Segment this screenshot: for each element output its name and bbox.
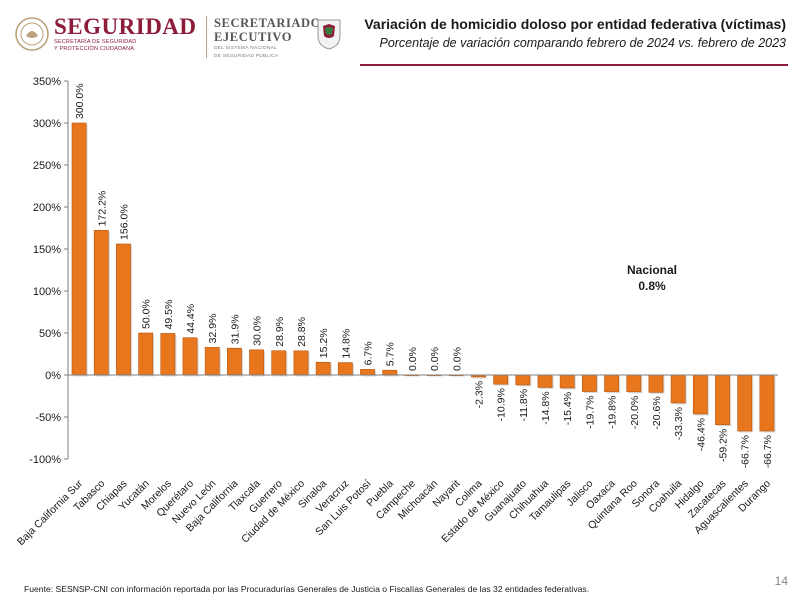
bar	[759, 374, 775, 432]
bar	[737, 374, 753, 432]
data-label: -66.7%	[762, 435, 774, 468]
data-label: -33.3%	[673, 407, 685, 440]
data-label: -20.0%	[629, 396, 641, 429]
bar	[537, 374, 553, 388]
source-footnote: Fuente: SESNSP-CNI con información repor…	[24, 584, 590, 594]
title-rule	[360, 64, 788, 66]
y-tick-label: 100%	[33, 286, 61, 298]
y-tick-label: 200%	[33, 202, 61, 214]
brand-sub-2: Y PROTECCIÓN CIUDADANA	[54, 46, 135, 52]
y-tick-label: -100%	[29, 454, 61, 466]
data-label: 31.9%	[229, 314, 241, 344]
data-label: 30.0%	[252, 316, 264, 346]
y-tick-label: 150%	[33, 244, 61, 256]
national-seal-icon	[15, 17, 49, 51]
data-label: 0.0%	[429, 347, 441, 371]
bar	[249, 349, 264, 376]
y-tick-label: 250%	[33, 160, 61, 172]
bar	[493, 374, 509, 385]
nacional-value: 0.8%	[638, 279, 666, 293]
brand: SEGURIDAD SECRETARÍA DE SEGURIDAD Y PROT…	[54, 15, 197, 53]
data-label: 5.7%	[385, 342, 397, 366]
y-tick-label: 350%	[33, 76, 61, 88]
data-label: -19.7%	[584, 396, 596, 429]
y-tick-label: 0%	[45, 370, 61, 382]
secretariado-block: SECRETARIADO EJECUTIVO DEL SISTEMA NACIO…	[214, 16, 321, 60]
bar-shadow	[406, 376, 421, 378]
page-number: 14	[774, 574, 788, 588]
bar	[604, 374, 619, 392]
bar	[515, 374, 531, 386]
y-tick-label: 50%	[39, 328, 61, 340]
data-label: 28.8%	[296, 317, 308, 347]
bar	[648, 374, 664, 393]
data-label: 44.4%	[185, 304, 197, 334]
bar	[670, 374, 686, 404]
bar	[71, 122, 87, 376]
y-tick-label: -50%	[35, 412, 61, 424]
x-tick-label: Baja California Sur	[15, 477, 86, 548]
data-label: -2.3%	[473, 381, 485, 408]
bar	[559, 374, 575, 389]
sesnsp-emblem-icon	[317, 19, 341, 50]
bar-shadow	[428, 376, 443, 378]
nacional-annotation: Nacional 0.8%	[600, 262, 704, 294]
data-label: -10.9%	[496, 388, 508, 421]
chart-subtitle: Porcentaje de variación comparando febre…	[379, 36, 786, 50]
se-sub-1: DEL SISTEMA NACIONAL	[214, 46, 278, 51]
bar	[715, 374, 730, 426]
data-label: 32.9%	[207, 314, 219, 344]
bar	[204, 347, 220, 376]
nacional-label: Nacional	[626, 263, 677, 277]
data-label: 28.9%	[274, 317, 286, 347]
data-label: -66.7%	[740, 435, 752, 468]
bar	[315, 361, 331, 376]
bar-shadow	[450, 376, 465, 378]
brand-sub-1: SECRETARÍA DE SEGURIDAD	[54, 39, 137, 45]
data-label: 49.5%	[163, 300, 175, 330]
bar	[271, 350, 287, 376]
data-label: -14.8%	[540, 391, 552, 424]
bar	[626, 374, 642, 393]
header-logos: SEGURIDAD SECRETARÍA DE SEGURIDAD Y PROT…	[14, 12, 344, 62]
data-label: 14.8%	[340, 329, 352, 359]
data-label: 0.0%	[451, 347, 463, 371]
se-name-2: EJECUTIVO	[214, 30, 293, 44]
data-label: -19.8%	[607, 396, 619, 429]
bar	[360, 369, 375, 376]
data-label: 156.0%	[118, 204, 130, 240]
bar	[138, 332, 154, 376]
bar	[227, 347, 242, 376]
header-divider	[206, 16, 207, 58]
data-label: -15.4%	[562, 392, 574, 425]
bar	[582, 374, 597, 392]
bar	[293, 350, 309, 376]
bar-shadow	[472, 376, 488, 379]
se-name-1: SECRETARIADO	[214, 16, 321, 30]
bar	[382, 369, 398, 376]
bar	[337, 362, 353, 376]
bar	[93, 230, 109, 376]
data-label: 300.0%	[74, 83, 86, 119]
y-tick-label: 300%	[33, 118, 61, 130]
data-label: 50.0%	[141, 299, 153, 329]
bar	[182, 337, 198, 376]
data-label: -46.4%	[695, 418, 707, 451]
data-label: 6.7%	[363, 341, 375, 365]
se-sub-2: DE SEGURIDAD PÚBLICA	[214, 54, 279, 59]
data-label: -11.8%	[518, 389, 530, 422]
data-label: -20.6%	[651, 396, 663, 429]
chart-title: Variación de homicidio doloso por entida…	[364, 16, 786, 32]
brand-name: SEGURIDAD	[54, 14, 197, 39]
bar	[160, 333, 176, 376]
data-label: 0.0%	[407, 347, 419, 371]
bar	[116, 243, 131, 376]
data-label: 172.2%	[96, 191, 108, 227]
data-label: -59.2%	[718, 429, 730, 462]
data-label: 15.2%	[318, 328, 330, 358]
bar	[692, 374, 708, 415]
